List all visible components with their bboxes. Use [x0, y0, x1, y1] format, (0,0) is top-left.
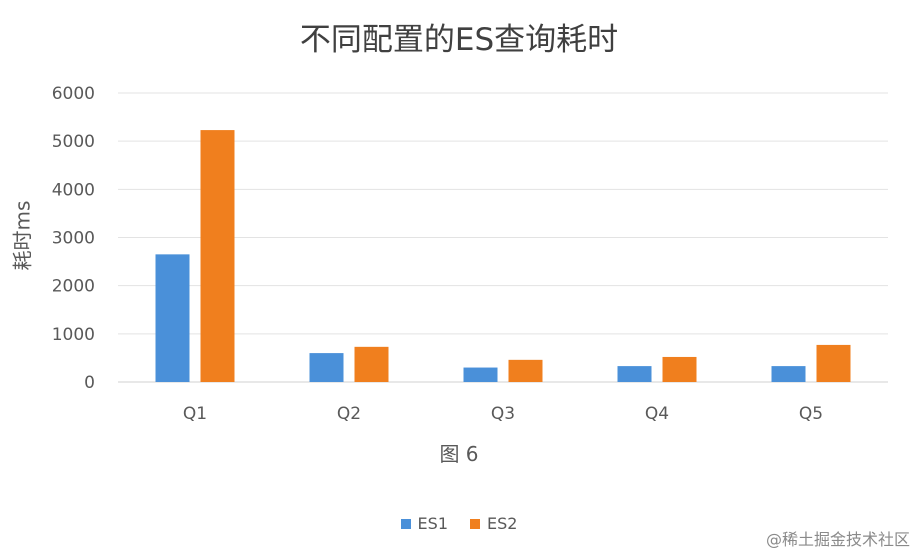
y-tick-label: 3000	[52, 229, 95, 249]
legend-swatch-es2	[470, 518, 480, 529]
y-tick-label: 5000	[52, 132, 95, 152]
x-tick-label: Q2	[337, 404, 361, 424]
y-axis-label: 耗时ms	[10, 200, 35, 271]
bar-es2-q5	[816, 344, 851, 382]
bar-es1-q3	[463, 367, 498, 382]
x-tick-label: Q4	[645, 404, 669, 424]
y-tick-label: 2000	[52, 277, 95, 297]
bar-es2-q1	[200, 130, 235, 382]
y-tick-label: 6000	[52, 84, 95, 104]
bar-es2-q4	[662, 356, 697, 382]
bar-es1-q4	[617, 366, 652, 382]
chart-title: 不同配置的ES查询耗时	[299, 22, 619, 58]
legend-label-es1: ES1	[417, 514, 448, 533]
y-tick-label: 0	[84, 373, 95, 393]
legend-label-es2: ES2	[487, 514, 518, 533]
bar-es2-q2	[354, 346, 389, 382]
bar-es1-q5	[771, 366, 806, 382]
legend-swatch-es1	[400, 518, 411, 529]
bar-es2-q3	[508, 359, 543, 382]
y-tick-label: 4000	[52, 180, 95, 200]
x-tick-label: Q1	[183, 404, 207, 424]
legend: ES1 ES2	[0, 514, 918, 533]
bar-es1-q1	[155, 254, 190, 382]
x-tick-label: Q5	[799, 404, 823, 424]
legend-item-es2: ES2	[470, 514, 517, 533]
x-axis-label: 图 6	[439, 442, 479, 466]
y-tick-label: 1000	[52, 325, 95, 345]
watermark: @稀土掘金技术社区	[765, 530, 910, 549]
legend-item-es1: ES1	[400, 514, 448, 533]
bar-es1-q2	[309, 353, 344, 382]
x-tick-label: Q3	[491, 404, 515, 424]
